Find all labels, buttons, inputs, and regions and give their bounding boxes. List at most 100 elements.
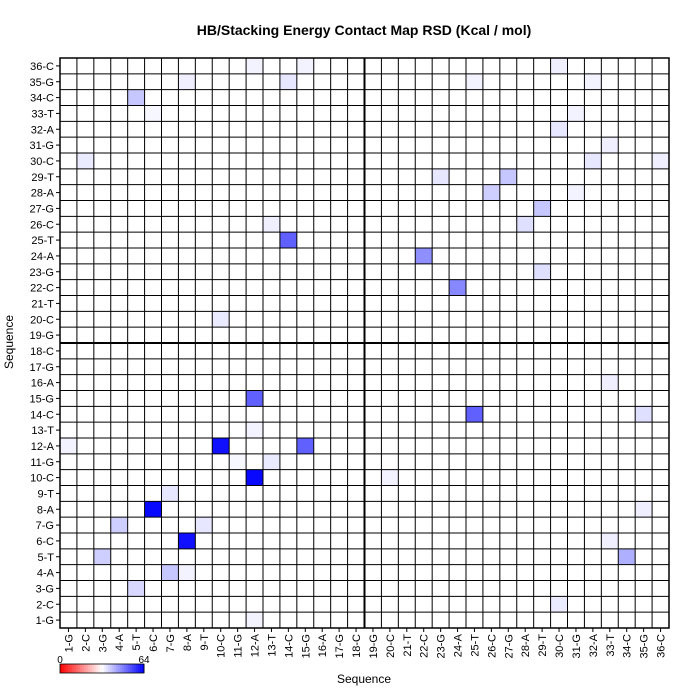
legend-swatch [84, 664, 87, 673]
grid-lines [59, 57, 670, 629]
heatmap-cell-10-C-12-A [212, 438, 230, 454]
heatmap-cell-7-G-9-T [161, 485, 179, 502]
x-axis-label: Sequence [337, 672, 391, 686]
y-tick-label: 9-T [38, 488, 55, 500]
x-tick-label: 16-A [317, 633, 329, 657]
x-tick-label: 4-A [114, 633, 126, 651]
x-tick-label: 25-T [469, 634, 481, 657]
heatmap-cell-27-G-29-T [499, 168, 517, 185]
legend-swatch [104, 664, 107, 673]
y-tick-label: 15-G [30, 393, 54, 405]
heatmap-cell-2-C-30-C [76, 153, 94, 169]
legend-swatch [78, 664, 81, 673]
color-legend: 0 64 [57, 655, 150, 674]
x-tick-label: 35-G [639, 634, 651, 658]
heatmap-cell-7-G-4-A [161, 564, 179, 581]
heatmap-cell-28-A-26-C [516, 216, 534, 233]
heatmap-cell-12-A-36-C [246, 58, 263, 74]
legend-swatch [120, 664, 123, 673]
legend-swatch [98, 664, 101, 673]
x-tick-label: 8-A [182, 633, 194, 651]
x-tick-label: 26-C [486, 634, 498, 658]
x-tick-label: 24-A [453, 633, 465, 657]
y-tick-label: 28-A [31, 188, 55, 200]
heatmap-cell-25-T-35-G [466, 73, 483, 90]
heatmap-cell-35-G-8-A [635, 501, 653, 518]
heatmap-cell-33-T-16-A [601, 374, 619, 391]
legend-swatch [72, 664, 75, 673]
y-tick-label: 3-G [36, 583, 54, 595]
legend-swatch [110, 664, 113, 673]
heatmap-cell-14-C-35-G [279, 73, 297, 90]
x-tick-label: 36-C [656, 634, 668, 658]
y-tick-label: 31-G [30, 140, 54, 152]
heatmap-cell-30-C-36-C [550, 58, 568, 74]
x-tick-label: 14-C [283, 634, 295, 658]
x-tick-label: 3-G [97, 634, 109, 652]
heatmap-cell-12-A-13-T [246, 422, 263, 438]
y-tick-label: 17-G [30, 362, 54, 374]
heatmap-cell-31-G-28-A [567, 184, 585, 201]
legend-swatch [132, 664, 135, 673]
x-tick-label: 2-C [80, 634, 92, 652]
legend-swatch [126, 664, 129, 673]
heatmap-cell-12-A-1-G [246, 612, 263, 628]
x-tick-label: 32-A [588, 633, 600, 657]
x-tick-label: 5-T [131, 634, 143, 651]
x-tick-label: 17-G [334, 634, 346, 658]
heatmap-cell-8-A-4-A [178, 564, 196, 581]
legend-swatch [142, 664, 145, 673]
legend-swatch [112, 664, 115, 673]
x-tick-labels: 1-G 2-C 3-G 4-A 5-T 6-C 7-G 8-A 9-T 10-C 11-G 12-A 1… [63, 628, 668, 658]
heatmap-cell-6-C-8-A [144, 501, 162, 518]
x-tick-label: 11-G [233, 634, 245, 658]
legend-swatch [74, 664, 77, 673]
legend-swatch [134, 664, 137, 673]
x-tick-label: 19-G [368, 634, 380, 658]
heatmap-cell-13-T-26-C [263, 216, 280, 233]
y-tick-label: 2-C [36, 599, 54, 611]
chart-title: HB/Stacking Energy Contact Map RSD (Kcal… [197, 22, 532, 38]
x-tick-label: 29-T [537, 634, 549, 657]
legend-swatch [62, 664, 65, 673]
y-tick-label: 14-C [30, 409, 54, 421]
heatmap-cell-30-C-32-A [550, 121, 568, 138]
y-tick-label: 35-G [30, 77, 54, 89]
heatmap-cell-22-C-24-A [415, 248, 433, 264]
legend-swatch [92, 664, 95, 673]
heatmap-cells [60, 58, 669, 628]
legend-swatch [80, 664, 83, 673]
x-tick-label: 27-G [503, 634, 515, 658]
heatmap-cell-4-A-7-G [110, 517, 128, 533]
legend-swatch [122, 664, 125, 673]
legend-swatch [114, 664, 117, 673]
x-tick-label: 33-T [605, 634, 617, 657]
y-tick-label: 22-C [30, 283, 54, 295]
legend-swatch [140, 664, 143, 673]
x-tick-label: 1-G [63, 634, 75, 652]
heatmap-cell-13-T-11-G [263, 453, 280, 470]
heatmap-cell-30-C-2-C [550, 596, 568, 613]
y-tick-label: 26-C [30, 219, 54, 231]
legend-swatch [88, 664, 91, 673]
y-tick-label: 8-A [37, 504, 55, 516]
heatmap-cell-14-C-25-T [279, 232, 297, 248]
legend-swatch [60, 664, 63, 673]
y-tick-label: 20-C [30, 314, 54, 326]
heatmap-cell-29-T-27-G [533, 200, 551, 217]
heatmap-cell-29-T-23-G [533, 263, 551, 280]
y-axis-label: Sequence [2, 315, 16, 369]
legend-swatch [100, 664, 103, 673]
legend-swatch [128, 664, 131, 673]
legend-swatch [136, 664, 139, 673]
x-tick-label: 31-G [571, 634, 583, 658]
x-tick-label: 20-C [385, 634, 397, 658]
y-tick-label: 10-C [30, 473, 54, 485]
legend-max-label: 64 [138, 655, 150, 666]
heatmap-cell-26-C-28-A [482, 184, 500, 201]
heatmap-cell-12-A-15-G [246, 390, 263, 407]
legend-swatch [138, 664, 141, 673]
heatmap-cell-24-A-22-C [449, 279, 466, 296]
heatmap-cell-33-T-31-G [601, 137, 619, 153]
y-tick-label: 12-A [31, 441, 55, 453]
